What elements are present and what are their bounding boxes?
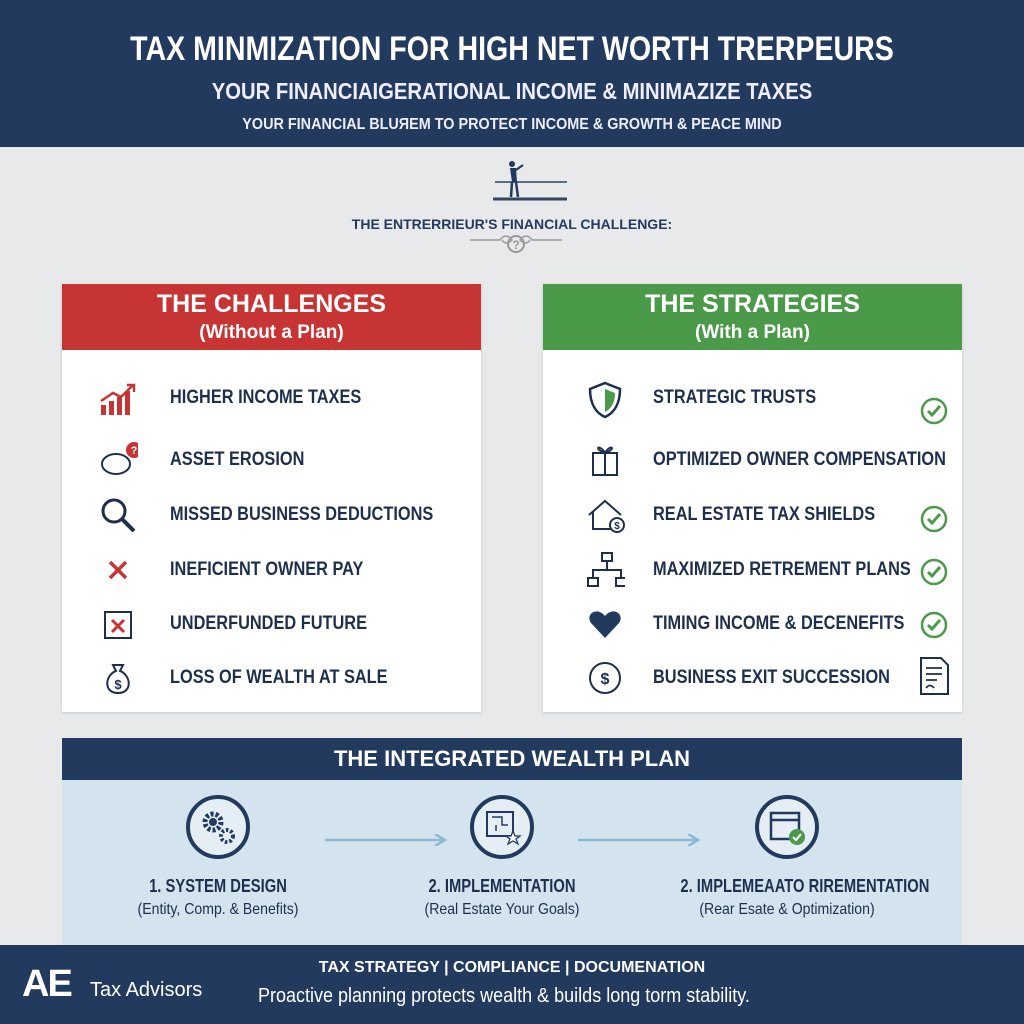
house-dollar-icon: $ [585, 495, 625, 535]
challenge-item: MISSED BUSINESS DEDUCTIONS [170, 504, 434, 525]
step-desc: (Entity, Comp. & Benefits) [137, 901, 299, 918]
challenge-item: LOSS OF WEALTH AT SALE [170, 667, 388, 688]
heart-icon [585, 604, 625, 644]
page-tagline: YOUR FINANCIAL BLUЯEM TO PROTECT INCOME … [242, 116, 782, 133]
footer-slogan: Proactive planning protects wealth & bui… [258, 985, 750, 1007]
strategies-subtitle: (With a Plan) [695, 322, 810, 343]
challenge-item: UNDERFUNDED FUTURE [170, 613, 367, 634]
challenge-item: HIGHER INCOME TAXES [170, 387, 362, 408]
header-banner: TAX MINMIZATION FOR HIGH NET WORTH TRERP… [0, 0, 1024, 147]
org-chart-icon [585, 550, 625, 590]
gears-icon [186, 795, 250, 859]
step-title: 1. SYSTEM DESIGN [149, 876, 287, 896]
check-icon [920, 558, 948, 586]
calendar-check-icon [755, 795, 819, 859]
challenge-item: INEFICIENT OWNER PAY [170, 559, 364, 580]
strategies-title: THE STRATEGIES [645, 290, 860, 318]
x-icon [98, 550, 138, 590]
svg-text:?: ? [512, 238, 519, 252]
money-bag-icon: $ [98, 658, 138, 698]
plan-title: THE INTEGRATED WEALTH PLAN [62, 738, 962, 780]
gift-icon [585, 440, 625, 480]
page-subtitle: YOUR FINANCIAIGERATIONAL INCOME & MINIMA… [211, 78, 813, 104]
challenges-title: THE CHALLENGES [156, 290, 387, 318]
strategy-item: MAXIMIZED RETREMENT PLANS [653, 559, 911, 580]
challenges-card: THE CHALLENGES (Without a Plan) HIGHER I… [62, 284, 481, 712]
svg-text:$: $ [601, 671, 610, 688]
tightrope-walker-icon: ? [470, 161, 567, 253]
strategy-item: OPTIMIZED OWNER COMPENSATION [653, 449, 946, 470]
strategy-item: BUSINESS EXIT SUCCESSION [653, 667, 890, 688]
footer-services: TAX STRATEGY | COMPLIANCE | DOCUMENATION [318, 959, 706, 976]
rising-chart-icon [98, 380, 138, 420]
strategy-item: TIMING INCOME & DECENEFITS [653, 613, 905, 634]
svg-text:$: $ [114, 677, 122, 692]
calendar-x-icon [98, 604, 138, 644]
piggy-bank-question-icon: ? [98, 440, 138, 480]
check-icon [920, 505, 948, 533]
challenges-subtitle: (Without a Plan) [199, 322, 344, 343]
svg-text:?: ? [131, 445, 138, 457]
step-title: 2. IMPLEMEAATO RIREMENTATION [680, 876, 930, 896]
step-desc: (Real Estate Your Goals) [424, 901, 580, 918]
challenge-heading: THE ENTRERRIEUR'S FINANCIAL CHALLENGE: [351, 216, 673, 232]
shield-icon [585, 380, 625, 420]
challenges-header: THE CHALLENGES (Without a Plan) [62, 284, 481, 350]
document-icon [920, 657, 949, 695]
strategies-card: THE STRATEGIES (With a Plan) STRATEGIC T… [543, 284, 962, 712]
strategy-item: REAL ESTATE TAX SHIELDS [653, 504, 876, 525]
footer: AE Tax Advisors TAX STRATEGY | COMPLIANC… [0, 945, 1024, 1024]
step-title: 2. IMPLEMENTATION [428, 876, 576, 896]
arrow-icon [578, 834, 701, 846]
dollar-circle-icon: $ [585, 658, 625, 698]
brand-logo: AE [22, 963, 73, 1005]
challenge-item: ASSET EROSION [170, 449, 305, 470]
check-icon [920, 397, 948, 425]
magnifier-icon [98, 495, 138, 535]
check-icon [920, 611, 948, 639]
step-desc: (Rear Esate & Optimization) [699, 901, 875, 918]
brand-name: Tax Advisors [90, 979, 203, 1001]
strategies-header: THE STRATEGIES (With a Plan) [543, 284, 962, 350]
strategy-item: STRATEGIC TRUSTS [653, 387, 817, 408]
arrow-icon [325, 834, 448, 846]
integrated-plan: THE INTEGRATED WEALTH PLAN 1. SYSTEM DES… [62, 738, 962, 945]
svg-text:$: $ [614, 521, 620, 532]
page-title: TAX MINMIZATION FOR HIGH NET WORTH TRERP… [130, 30, 894, 68]
blueprint-star-icon [470, 795, 534, 859]
